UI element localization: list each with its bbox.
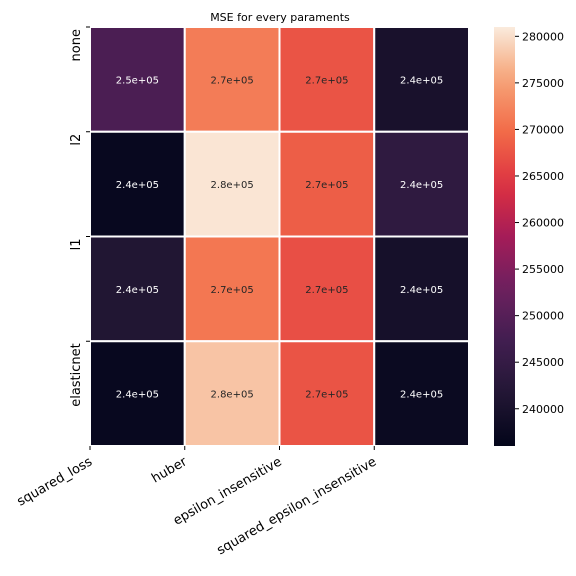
cell-label: 2.4e+05 [116, 390, 159, 401]
y-tick-label: none [69, 29, 84, 61]
cell-label: 2.7e+05 [305, 180, 348, 191]
colorbar-tick-label: 255000 [522, 263, 564, 276]
x-axis: squared_loss huberepsilon_insensitivesqua… [15, 446, 379, 558]
colorbar-tick-label: 265000 [522, 170, 564, 183]
heatmap-cell [183, 26, 281, 133]
cell-label: 2.7e+05 [305, 75, 348, 86]
heatmap-cell [373, 340, 470, 447]
heatmap-cell [89, 26, 186, 133]
cell-label: 2.5e+05 [116, 75, 159, 86]
cell-label: 2.4e+05 [116, 180, 159, 191]
cell-labels: 2.5e+05 2.7e+05 2.7e+05 2.4e+05 2.4e+05 2.8e+… [116, 75, 443, 400]
heatmap-cell [278, 26, 376, 133]
cell-label: 2.7e+05 [211, 285, 254, 296]
colorbar-gradient [494, 27, 515, 446]
heatmap-cell [183, 235, 281, 343]
heatmap-cell [373, 235, 470, 343]
heatmap-cell [373, 130, 470, 238]
cell-label: 2.4e+05 [400, 180, 443, 191]
x-tick-label: squared_epsilon_insensitive [214, 454, 379, 558]
cell-label: 2.4e+05 [400, 390, 443, 401]
cell-label: 2.7e+05 [305, 390, 348, 401]
y-tick-label: l2 [69, 134, 84, 146]
y-axis: none l2 l1 elasticnet [69, 26, 90, 407]
colorbar-tick-label: 260000 [522, 217, 564, 230]
cell-label: 2.7e+05 [305, 285, 348, 296]
cell-label: 2.4e+05 [400, 285, 443, 296]
colorbar-tick-label: 275000 [522, 77, 564, 90]
colorbar-tick-label: 270000 [522, 123, 564, 136]
colorbar-tick-label: 245000 [522, 356, 564, 369]
cell-label: 2.8e+05 [211, 180, 254, 191]
heatmap-cell [373, 26, 470, 133]
y-tick-label: l1 [69, 239, 84, 251]
colorbar-tick-label: 250000 [522, 310, 564, 323]
y-tick-label: elasticnet [69, 343, 84, 407]
heatmap-cells [89, 26, 470, 447]
heatmap-cell [183, 340, 281, 447]
colorbar-tick-label: 280000 [522, 30, 564, 43]
cell-label: 2.8e+05 [211, 390, 254, 401]
heatmap-cell [89, 340, 186, 447]
colorbar: 240000 245000 250000 255000 260000 265000 2700… [494, 27, 564, 446]
heatmap-cell [183, 130, 281, 238]
chart-title: MSE for every paraments [210, 11, 350, 24]
cell-label: 2.4e+05 [400, 75, 443, 86]
x-tick-label: huber [149, 454, 190, 486]
cell-label: 2.7e+05 [211, 75, 254, 86]
cell-label: 2.4e+05 [116, 285, 159, 296]
x-tick-label: squared_loss [15, 454, 96, 509]
colorbar-tick-label: 240000 [522, 403, 564, 416]
